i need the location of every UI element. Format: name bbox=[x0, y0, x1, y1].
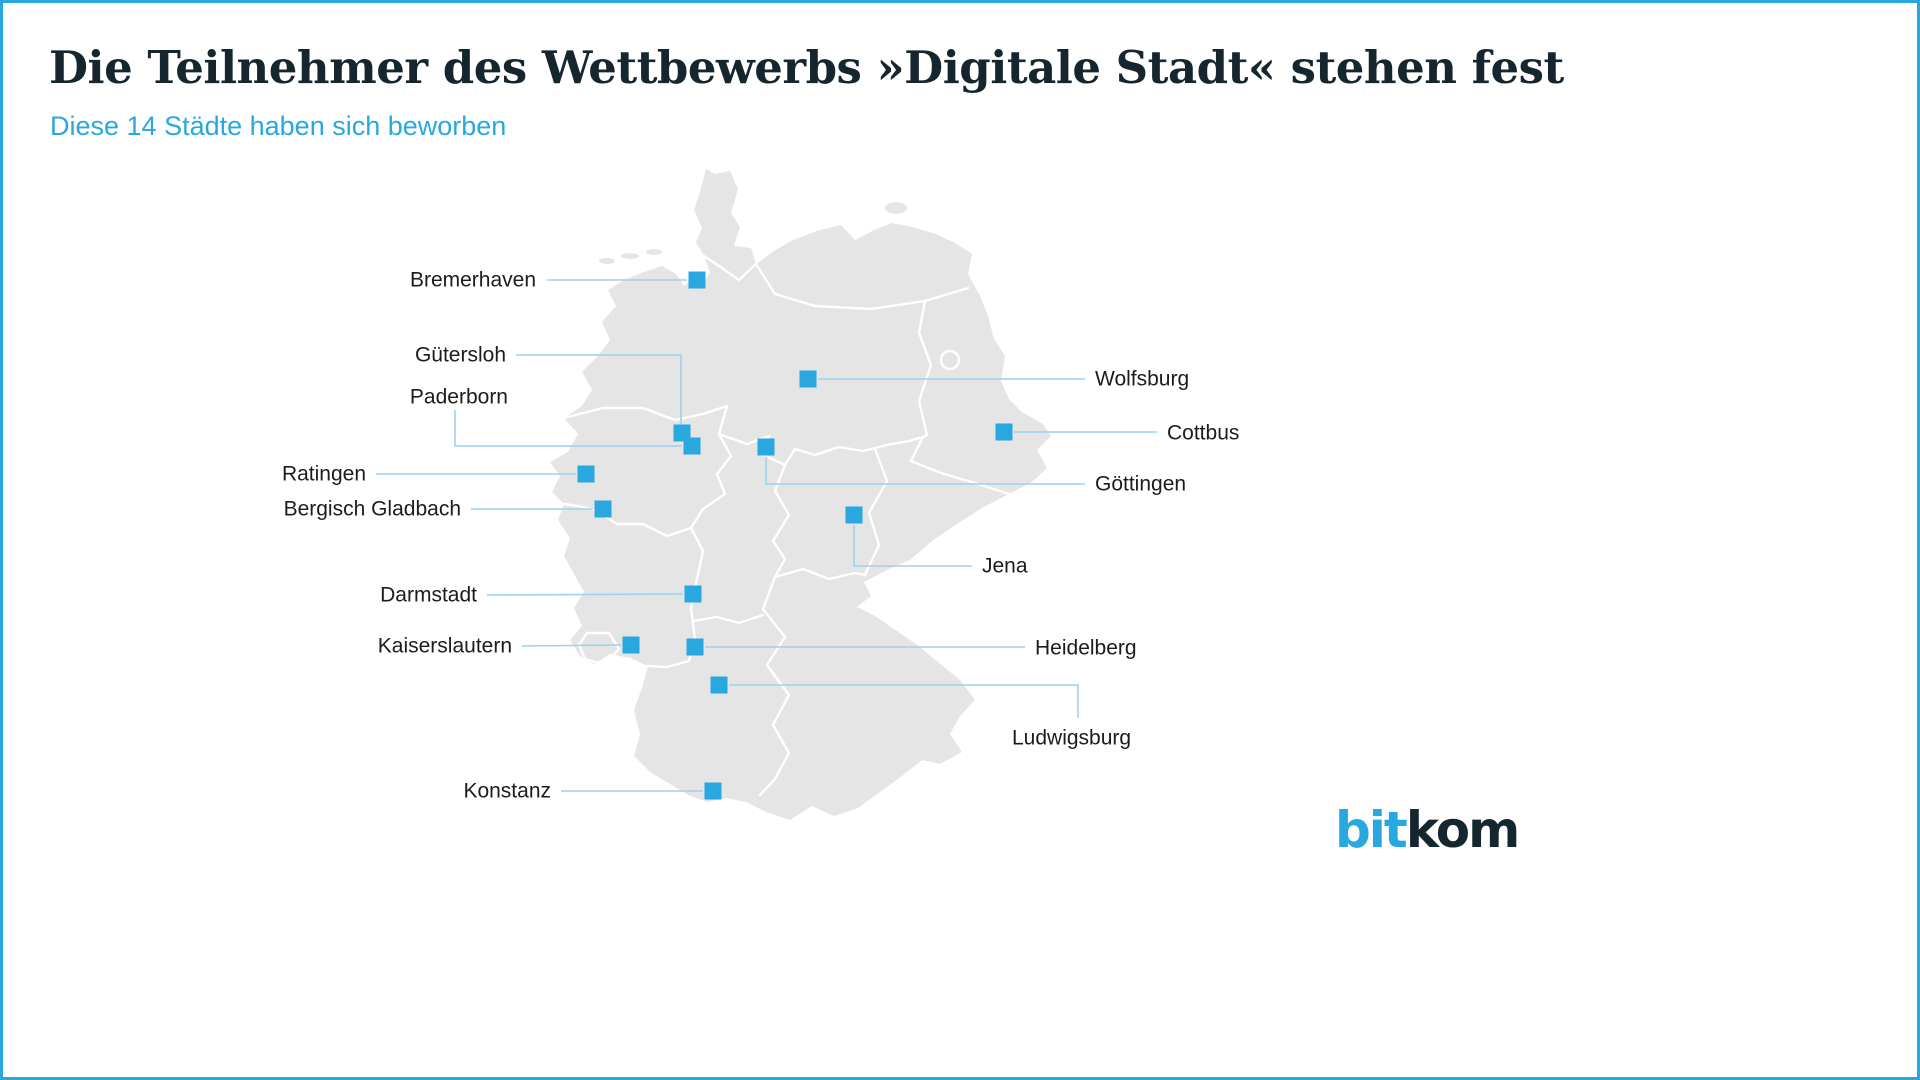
city-marker-g-tersloh bbox=[673, 424, 691, 442]
leader-line-jena bbox=[853, 525, 972, 567]
city-marker-kaiserslautern bbox=[622, 636, 640, 654]
leader-line-ludwigsburg bbox=[729, 684, 1079, 718]
city-label-konstanz: Konstanz bbox=[463, 779, 551, 803]
city-marker-ratingen bbox=[577, 465, 595, 483]
city-label-heidelberg: Heidelberg bbox=[1035, 636, 1137, 660]
leader-line-paderborn bbox=[454, 410, 682, 447]
city-label-bremerhaven: Bremerhaven bbox=[409, 268, 536, 292]
city-label-ratingen: Ratingen bbox=[281, 462, 366, 486]
city-label-wolfsburg: Wolfsburg bbox=[1095, 367, 1190, 391]
city-marker-heidelberg bbox=[686, 638, 704, 656]
city-label-bergisch-gladbach: Bergisch Gladbach bbox=[283, 497, 461, 521]
city-label-cottbus: Cottbus bbox=[1167, 421, 1240, 445]
city-marker-darmstadt bbox=[684, 585, 702, 603]
city-label-ludwigsburg: Ludwigsburg bbox=[1012, 726, 1132, 750]
berlin-outline bbox=[939, 349, 961, 371]
logo-part-bit: bit bbox=[1335, 801, 1408, 859]
page-title: Die Teilnehmer des Wettbewerbs »Digitale… bbox=[49, 41, 1564, 94]
city-label-g-tersloh: Gütersloh bbox=[414, 343, 506, 367]
city-marker-g-ttingen bbox=[757, 438, 775, 456]
logo-part-kom: kom bbox=[1405, 801, 1520, 859]
city-marker-wolfsburg bbox=[799, 370, 817, 388]
city-markers bbox=[577, 271, 1013, 800]
city-label-kaiserslautern: Kaiserslautern bbox=[377, 634, 512, 658]
germany-outline bbox=[550, 169, 1051, 820]
island-shape bbox=[885, 202, 907, 214]
leader-line-kaiserslautern bbox=[521, 644, 622, 647]
city-marker-konstanz bbox=[704, 782, 722, 800]
island-shape bbox=[621, 253, 639, 259]
city-marker-cottbus bbox=[995, 423, 1013, 441]
city-label-darmstadt: Darmstadt bbox=[380, 583, 477, 607]
island-shape bbox=[646, 249, 662, 255]
leader-line-g-tersloh bbox=[516, 354, 682, 426]
leader-line-darmstadt bbox=[486, 593, 684, 596]
city-label-paderborn: Paderborn bbox=[409, 385, 508, 409]
city-marker-jena bbox=[845, 506, 863, 524]
city-marker-bremerhaven bbox=[688, 271, 706, 289]
city-label-jena: Jena bbox=[982, 554, 1028, 578]
leader-line-g-ttingen bbox=[765, 457, 1085, 485]
city-label-g-ttingen: Göttingen bbox=[1095, 472, 1187, 496]
page-subtitle: Diese 14 Städte haben sich beworben bbox=[50, 111, 507, 141]
city-marker-paderborn bbox=[683, 437, 701, 455]
bitkom-logo: bitkom bbox=[1335, 801, 1520, 859]
germany-map bbox=[376, 169, 1157, 820]
city-marker-ludwigsburg bbox=[710, 676, 728, 694]
leader-lines bbox=[376, 279, 1157, 792]
island-shape bbox=[599, 258, 615, 264]
city-marker-bergisch-gladbach bbox=[594, 500, 612, 518]
